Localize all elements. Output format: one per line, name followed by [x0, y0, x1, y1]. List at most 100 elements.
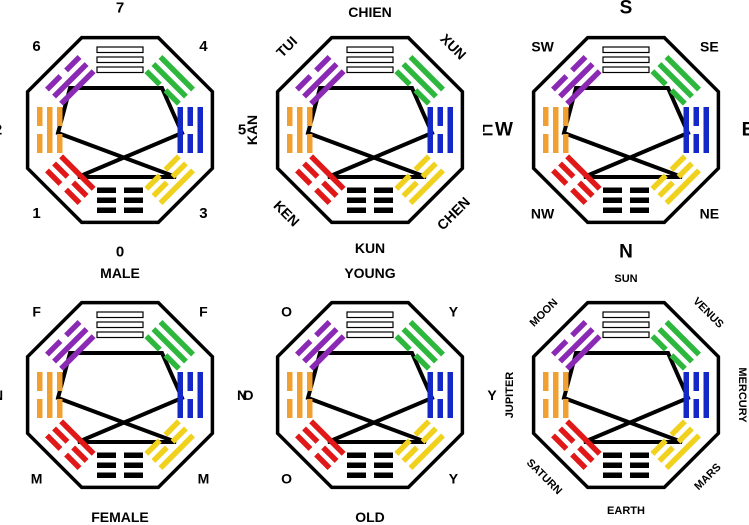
trigram-line-broken [650, 69, 668, 87]
trigram-line-solid [52, 62, 89, 99]
trigram-line-broken [287, 134, 293, 153]
trigram-line-solid [602, 321, 650, 329]
trigram-line-broken [543, 107, 549, 126]
trigram-line-solid [96, 311, 144, 319]
trigram-line-broken [295, 433, 313, 451]
trigram-line-broken [71, 445, 89, 463]
trigram-line-broken [151, 445, 169, 463]
trigram-line-broken [669, 88, 687, 106]
label-bottom-right: MARS [692, 461, 723, 492]
trigram-line-broken [52, 426, 70, 444]
trigram-line-broken [563, 372, 569, 391]
trigram-line-broken [669, 353, 687, 371]
trigram-right [177, 107, 203, 153]
trigram-line-broken [630, 187, 649, 193]
trigram-line-broken [563, 134, 569, 153]
trigram-line-broken [170, 426, 188, 444]
label-bottom-left: NW [531, 205, 555, 221]
trigram-line-solid [683, 107, 689, 153]
trigram-line-solid [602, 46, 650, 54]
trigram-line-solid [553, 107, 559, 153]
label-bottom-right: 3 [199, 205, 207, 222]
label-top-right: SE [700, 39, 719, 55]
trigram-line-broken [314, 320, 332, 338]
trigram-line-broken [321, 445, 339, 463]
trigram-top-right [144, 320, 195, 371]
label-top-right: 4 [199, 38, 208, 55]
trigram-line-broken [551, 433, 569, 451]
label-left: 2 [0, 122, 2, 139]
trigram-line-solid [346, 321, 394, 329]
label-top: SUN [614, 273, 637, 285]
trigram-bottom-right [144, 419, 195, 470]
trigram-bottom [97, 187, 143, 213]
trigram-line-solid [96, 56, 144, 64]
trigram-line-broken [347, 452, 366, 458]
trigram-line-solid [664, 55, 701, 92]
trigram-line-broken [603, 452, 622, 458]
trigram-line-broken [144, 69, 162, 87]
trigram-line-broken [302, 426, 320, 444]
trigram-top-right [650, 55, 701, 106]
trigram-line-broken [374, 462, 393, 468]
trigram-line-solid [553, 372, 559, 418]
label-top-right: XUN [437, 30, 469, 62]
trigram-line-broken [287, 399, 293, 418]
trigram-line-broken [163, 419, 181, 437]
trigram-top-right [394, 55, 445, 106]
trigram-line-broken [558, 426, 576, 444]
trigram-line-broken [693, 107, 699, 126]
trigram-bottom-left [295, 419, 346, 470]
trigram-line-broken [394, 69, 412, 87]
trigram-bottom [97, 452, 143, 478]
trigram-line-solid [657, 327, 694, 364]
label-top-right: Y [449, 304, 459, 320]
trigram-line-broken [413, 88, 431, 106]
trigram-line-solid [565, 419, 602, 456]
trigram-line-broken [97, 197, 116, 203]
label-right: E [742, 120, 749, 141]
label-right: 5 [238, 122, 246, 139]
trigram-line-broken [394, 173, 412, 191]
trigram-line-solid [47, 107, 53, 153]
trigram-line-broken [543, 372, 549, 391]
trigram-line-solid [158, 320, 195, 357]
trigram-line-broken [97, 472, 116, 478]
trigram-top-left [45, 320, 96, 371]
label-bottom: N [619, 242, 633, 263]
trigram-bottom-left [45, 419, 96, 470]
trigram-line-broken [163, 154, 181, 172]
trigram-line-broken [124, 207, 143, 213]
trigram-right [683, 107, 709, 153]
trigram-top [96, 46, 144, 74]
label-right: N [237, 387, 247, 403]
trigram-line-broken [650, 334, 668, 352]
trigram-line-broken [64, 320, 82, 338]
trigram-top [602, 311, 650, 339]
bagua-panel-gender: MALE F N M FEMALE M N F [0, 265, 247, 525]
trigram-bottom [347, 187, 393, 213]
trigram-line-broken [97, 462, 116, 468]
trigram-line-solid [565, 69, 602, 106]
trigram-line-broken [630, 462, 649, 468]
trigram-line-solid [52, 327, 89, 364]
label-bottom-left: O [281, 470, 292, 486]
trigram-line-broken [57, 372, 63, 391]
trigram-line-solid [96, 66, 144, 74]
trigram-line-broken [669, 154, 687, 172]
trigram-top [346, 46, 394, 74]
trigram-line-solid [177, 372, 183, 418]
trigram-line-broken [657, 445, 675, 463]
label-top-left: SW [531, 39, 554, 55]
trigram-line-broken [52, 161, 70, 179]
trigram-line-broken [570, 55, 588, 73]
trigram-bottom-right [650, 419, 701, 470]
bagua-octagon-numbers: 7 4 5 3 0 1 2 6 [0, 0, 246, 261]
label-bottom-left: SATURN [524, 457, 564, 497]
trigram-line-broken [45, 339, 63, 357]
label-left: O [243, 387, 254, 403]
trigram-line-broken [374, 187, 393, 193]
trigram-top-left [45, 55, 96, 106]
trigram-line-broken [570, 452, 588, 470]
trigram-line-broken [630, 472, 649, 478]
